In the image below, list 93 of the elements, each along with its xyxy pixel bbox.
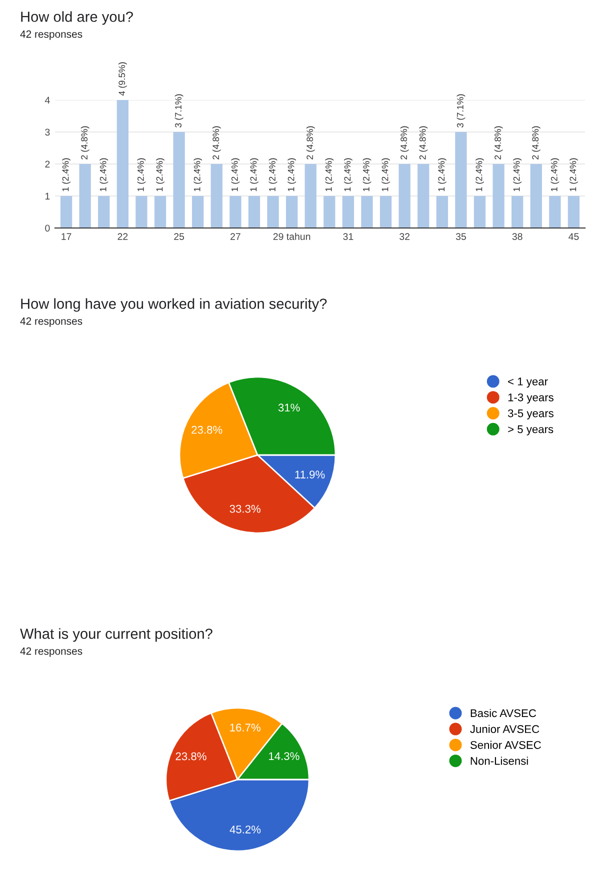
- bar: [248, 196, 260, 228]
- bar: [342, 196, 354, 228]
- legend-label: < 1 year: [508, 378, 548, 388]
- data-label: 31%: [278, 404, 300, 412]
- data-label: 16.7%: [230, 724, 260, 732]
- legend-label: Senior AVSEC: [470, 740, 541, 749]
- y-tick-label: 1: [45, 192, 50, 200]
- x-tick-label: 31: [343, 233, 354, 240]
- x-tick-label: 29 tahun: [273, 232, 310, 240]
- data-label: 1 (2.4%): [250, 158, 258, 192]
- text: 42 responses: [20, 317, 82, 327]
- legend-label: > 5 years: [508, 425, 554, 436]
- bar: [474, 196, 486, 228]
- bar: [173, 132, 185, 228]
- bar: [492, 164, 504, 228]
- bar: [136, 196, 148, 228]
- y-tick-label: 4: [44, 96, 50, 104]
- data-label: 2 (4.8%): [532, 126, 540, 160]
- data-label: 1 (2.4%): [362, 158, 372, 192]
- data-label: 3 (7.1%): [174, 94, 184, 128]
- data-label: 1 (2.4%): [476, 158, 484, 192]
- bar: [267, 196, 279, 228]
- bar: [154, 196, 166, 228]
- y-tick-label: 2: [45, 160, 50, 168]
- chart-title: How long have you worked in aviation security?: [21, 298, 327, 312]
- x-tick-label: 22: [118, 233, 128, 240]
- data-label: 11.9%: [295, 470, 325, 478]
- data-label: 2 (4.8%): [80, 126, 90, 160]
- y-tick-label: 0: [45, 224, 50, 232]
- legend-label: 1-3 years: [508, 393, 554, 404]
- bar: [230, 196, 242, 228]
- chart-title: How old are you?: [21, 11, 133, 25]
- data-label: 4 (9.5%): [118, 62, 127, 96]
- x-tick-label: 17: [62, 233, 72, 240]
- data-label: 1 (2.4%): [62, 158, 70, 192]
- data-label: 23.8%: [192, 426, 222, 434]
- x-tick-label: 32: [400, 233, 410, 240]
- data-label: 2 (4.8%): [419, 126, 428, 160]
- data-label: 1 (2.4%): [513, 158, 522, 192]
- bar: [192, 196, 204, 228]
- data-label: 2 (4.8%): [494, 126, 503, 160]
- legend-label: 3-5 years: [508, 409, 554, 420]
- chart-subtitle: 42 responses: [20, 30, 82, 40]
- x-tick-label: 25: [174, 233, 184, 240]
- x-tick-label: 35: [456, 233, 466, 240]
- bar: [549, 196, 561, 228]
- bar: [398, 164, 410, 228]
- bar: [116, 100, 128, 228]
- bar: [60, 196, 72, 228]
- data-label: 1 (2.4%): [137, 158, 146, 192]
- y-tick-label: 3: [45, 128, 50, 136]
- data-label: 1 (2.4%): [231, 158, 240, 192]
- data-label: 2 (4.8%): [400, 126, 409, 160]
- chart-title: What is your current position?: [20, 628, 212, 642]
- legend-label: Junior AVSEC: [470, 724, 540, 734]
- bar: [380, 196, 392, 228]
- data-label: 1 (2.4%): [268, 158, 278, 192]
- bar: [79, 164, 91, 228]
- data-label: 1 (2.4%): [438, 158, 446, 192]
- bar: [512, 196, 524, 228]
- bar: [361, 196, 373, 228]
- data-label: 1 (2.4%): [156, 158, 164, 192]
- x-tick-label: 38: [512, 233, 522, 240]
- data-label: 23.8%: [176, 752, 206, 760]
- legend-label: Non-Lisensi: [470, 756, 528, 765]
- bar: [98, 196, 110, 228]
- bar: [436, 196, 448, 228]
- data-label: 1 (2.4%): [382, 158, 390, 192]
- bar: [418, 164, 430, 228]
- data-label: 2 (4.8%): [212, 126, 221, 160]
- data-label: 33.3%: [230, 504, 260, 513]
- bar: [455, 132, 467, 228]
- bar: [568, 196, 580, 228]
- data-label: 45.2%: [230, 826, 261, 834]
- bar: [286, 196, 298, 228]
- x-tick-label: 45: [568, 233, 579, 240]
- data-label: 1 (2.4%): [344, 158, 352, 192]
- legend-label: Basic AVSEC: [470, 708, 536, 718]
- data-label: 1 (2.4%): [194, 158, 202, 192]
- data-label: 1 (2.4%): [325, 158, 334, 192]
- data-label: 1 (2.4%): [550, 158, 560, 192]
- x-tick-label: 27: [230, 233, 240, 240]
- bar: [530, 164, 542, 228]
- bar: [324, 196, 336, 228]
- bar: [304, 164, 316, 228]
- data-label: 14.3%: [269, 752, 300, 760]
- data-label: 1 (2.4%): [100, 158, 108, 192]
- data-label: 2 (4.8%): [306, 126, 315, 160]
- bar: [210, 164, 222, 228]
- data-label: 1 (2.4%): [288, 158, 296, 192]
- data-label: 3 (7.1%): [456, 94, 466, 128]
- data-label: 1 (2.4%): [570, 158, 578, 192]
- text: 42 responses: [20, 647, 82, 657]
